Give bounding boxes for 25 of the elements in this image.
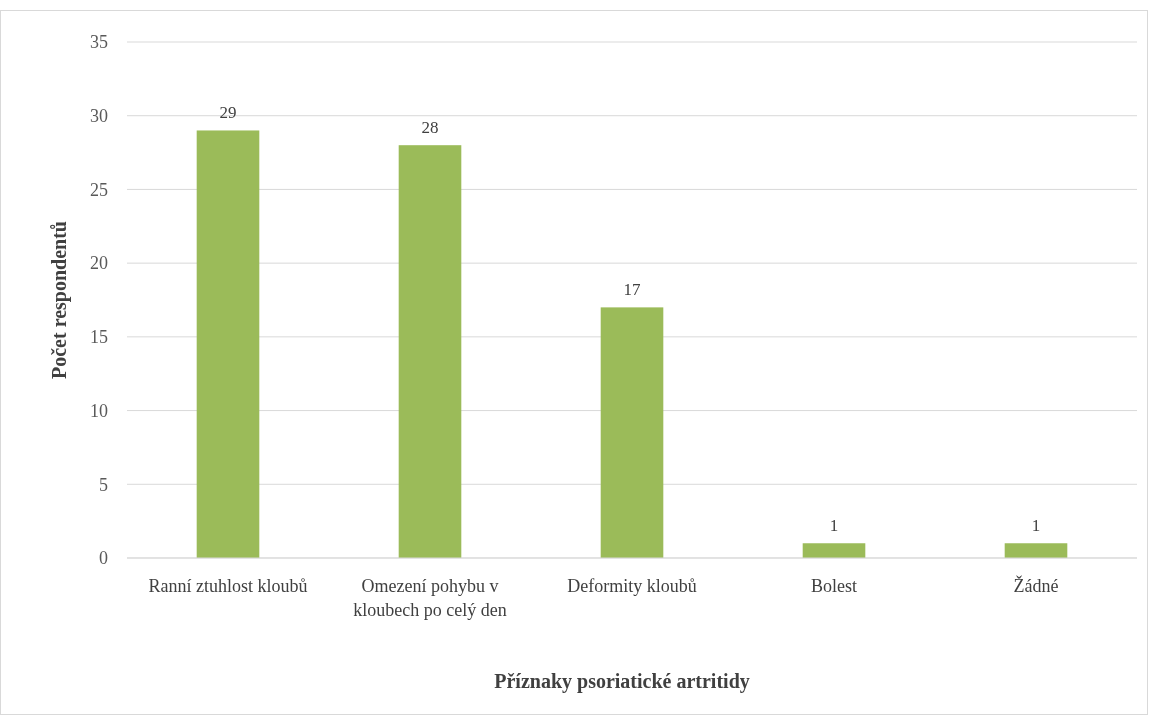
data-label: 17	[623, 280, 641, 300]
x-axis-title: Příznaky psoriatické artritidy	[494, 670, 750, 693]
data-label: 28	[421, 118, 439, 138]
y-tick-label: 5	[99, 474, 108, 495]
data-label: 1	[1031, 516, 1041, 536]
data-label: 29	[219, 103, 237, 123]
x-tick-label: Deformity kloubů	[567, 576, 697, 596]
x-tick-label: Žádné	[1013, 575, 1059, 596]
y-tick-label: 0	[99, 548, 108, 569]
y-tick-label: 15	[90, 327, 108, 348]
bar	[600, 307, 664, 558]
y-tick-label: 20	[90, 253, 108, 274]
bar	[196, 130, 260, 558]
bar	[398, 145, 462, 558]
y-tick-label: 25	[90, 179, 108, 200]
data-label: 1	[829, 516, 839, 536]
bar	[1004, 543, 1068, 558]
x-tick-label: Bolest	[810, 576, 858, 596]
x-tick-label: Omezení pohybu v kloubech po celý den	[353, 576, 507, 620]
y-axis-title: Počet respondentů	[48, 221, 71, 379]
y-tick-label: 10	[90, 400, 108, 421]
y-tick-label: 30	[90, 106, 108, 127]
y-tick-label: 35	[90, 32, 108, 53]
bar	[802, 543, 866, 558]
x-tick-label: Ranní ztuhlost kloubů	[148, 576, 308, 596]
